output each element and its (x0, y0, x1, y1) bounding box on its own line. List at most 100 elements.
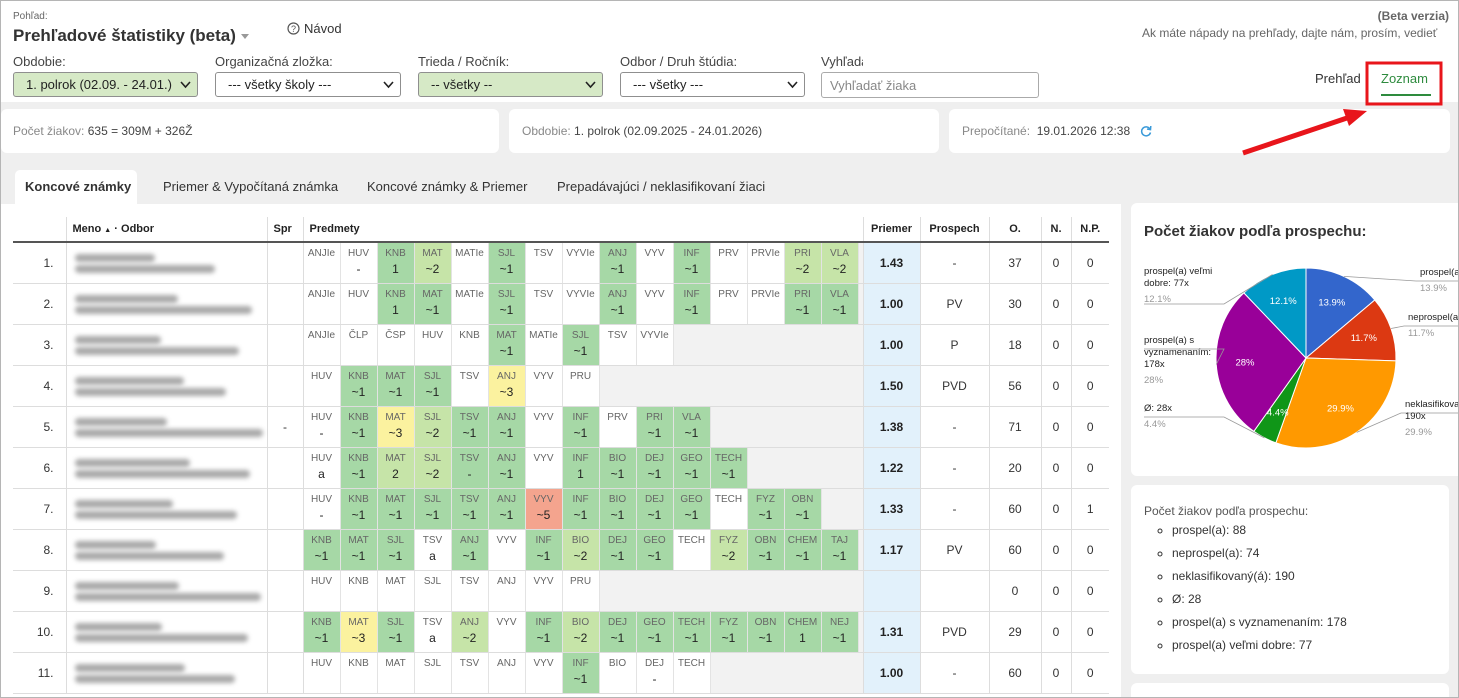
subject-name: TECH (714, 494, 743, 505)
count-n: 0 (1052, 420, 1060, 434)
subject-name: VLA (830, 289, 849, 300)
org-select[interactable]: --- všetky školy --- (215, 72, 401, 97)
slice-label: 28% (1235, 357, 1255, 368)
class-select[interactable]: -- všetky -- (418, 72, 603, 97)
result: - (919, 652, 989, 694)
grade: ~3 (499, 385, 514, 399)
average-value: 1.33 (879, 502, 904, 516)
chart-title: Počet žiakov podľa prospechu: (1144, 223, 1367, 240)
blurred-name (74, 417, 167, 426)
tab[interactable]: Prepadávajúci / neklasifikovaní žiaci (557, 179, 766, 194)
subject-name: DEJ (645, 453, 664, 464)
subject-name: TECH (677, 617, 706, 628)
subject-name: VYVIe (566, 289, 595, 300)
count-cell: 0 (1070, 652, 1109, 694)
subjects-cell: KNB ~1 MAT ~1 SJL ~1 TSV a ANJ ~1 VYV INF ~1 BIO ~2 DEJ… (302, 529, 863, 571)
count-cell: 0 (1070, 283, 1109, 325)
grade: ~1 (610, 467, 625, 481)
select-caret (787, 81, 798, 89)
subjects-cell: HUV KNB ~1 MAT ~1 SJL ~1 TSV ANJ ~3 VYV PRU (302, 365, 863, 407)
subject: INF ~1 (562, 407, 600, 447)
grade: a (429, 549, 436, 563)
subject: TSV - (451, 448, 489, 488)
refresh-icon[interactable] (1140, 125, 1152, 137)
grade: a (429, 631, 436, 645)
grade: ~2 (721, 549, 736, 563)
subject-name: PRU (569, 576, 592, 587)
count-cell: 0 (1070, 406, 1109, 448)
title-caret (241, 34, 249, 39)
search-input[interactable]: Vyhľadať žiaka (821, 72, 1039, 98)
count-cell: 56 (988, 365, 1041, 407)
count-n: 0 (1052, 338, 1060, 352)
count-cell: 1 (1070, 488, 1109, 530)
subjects: ANJIe HUV KNB 1 MAT ~1 MATIe SJL ~1 TSV VYVIe ANJ ~1… (303, 284, 863, 324)
subject: VYV (525, 366, 563, 406)
result-value: - (952, 502, 957, 516)
subject-name: ANJIe (307, 330, 336, 341)
callout-name: neklasifikovaný(á): 190x (1405, 399, 1459, 422)
grade: ~1 (499, 262, 514, 276)
callout-name: neprospel(a): 74x (1408, 312, 1459, 323)
header-cell[interactable]: Meno ▲ · Odbor (65, 217, 267, 243)
count-np: 0 (1086, 379, 1094, 393)
grade: 1 (392, 262, 399, 276)
subject-name: DEJ (608, 535, 627, 546)
leader-line (1144, 416, 1265, 439)
period-select[interactable]: 1. polrok (02.09. - 24.01.) (13, 72, 198, 97)
count-cell: 18 (988, 324, 1041, 366)
subject-name: ANJ (497, 453, 516, 464)
sort-icon: ▲ (104, 227, 112, 234)
subject: ANJ ~3 (488, 366, 526, 406)
blurred-name (74, 674, 235, 683)
count-cell: 20 (988, 447, 1041, 489)
table-row: 7. HUV - KNB ~1 MAT ~1 SJL ~1 TSV ~1 ANJ ~1 VYV ~5 INF ~… (13, 488, 1109, 530)
subject-name: KNB (385, 248, 406, 259)
grade: ~2 (462, 631, 477, 645)
subject-name: BIO (571, 617, 590, 628)
subject-name: SJL (571, 330, 590, 341)
subjects: ANJIe ČLP ČSP HUV KNB MAT ~1 MATIe SJL ~1 TSV VYVIe (303, 325, 863, 365)
filter-label: Odbor / Druh štúdia: (620, 54, 738, 69)
grade: ~1 (388, 508, 403, 522)
result: PV (919, 529, 989, 571)
subject: KNB (451, 325, 489, 365)
next-card (1131, 683, 1449, 697)
tab[interactable]: Priemer & Vypočítaná známka (163, 179, 339, 194)
subject: INF ~1 (525, 612, 563, 652)
grade: ~1 (832, 549, 847, 563)
subject-name: VYV (644, 289, 665, 300)
help-link[interactable]: Návod (304, 21, 342, 36)
subject: KNB (340, 653, 378, 693)
field-select[interactable]: --- všetky --- (620, 72, 805, 97)
subject-name: TSV (422, 535, 443, 546)
grade: ~2 (425, 467, 440, 481)
grade: ~1 (388, 549, 403, 563)
table-row: 2. ANJIe HUV KNB 1 MAT ~1 MATIe SJL ~1 TSV VYVIe ANJ… (13, 283, 1109, 325)
count-o: 37 (1008, 256, 1022, 270)
subject: TAJ ~1 (821, 530, 859, 570)
page-title[interactable]: Prehľadové štatistiky (beta) (13, 26, 236, 45)
count-cell: 0 (1070, 611, 1109, 653)
select-value: --- všetky --- (633, 77, 704, 92)
tab[interactable]: Koncové známky & Priemer (367, 179, 528, 194)
subject-name: SJL (423, 453, 442, 464)
average: 1.00 (862, 324, 920, 366)
grade: ~2 (425, 426, 440, 440)
blurred-name (74, 551, 224, 560)
count-o: 60 (1008, 543, 1022, 557)
count-n: 0 (1052, 461, 1060, 475)
subjects: HUV KNB MAT SJL TSV ANJ VYV INF ~1 BIO DEJ - TECH (303, 653, 863, 693)
view-tab[interactable]: Prehľad (1315, 71, 1361, 86)
spr-cell (266, 447, 303, 489)
subject-name: MAT (385, 494, 406, 505)
table-panel: Meno ▲ · Odbor Spr Predmety Priemer Pros… (1, 204, 1121, 697)
filter-label: Vyhľadať (821, 54, 863, 69)
subject-name: TSV (459, 371, 480, 382)
grade: ~1 (499, 467, 514, 481)
count-n: 0 (1052, 543, 1060, 557)
subject: MAT ~1 (414, 284, 452, 324)
tab-active[interactable]: Koncové známky (25, 179, 132, 194)
subject: PRI ~1 (784, 284, 822, 324)
blurred-name (74, 305, 252, 314)
